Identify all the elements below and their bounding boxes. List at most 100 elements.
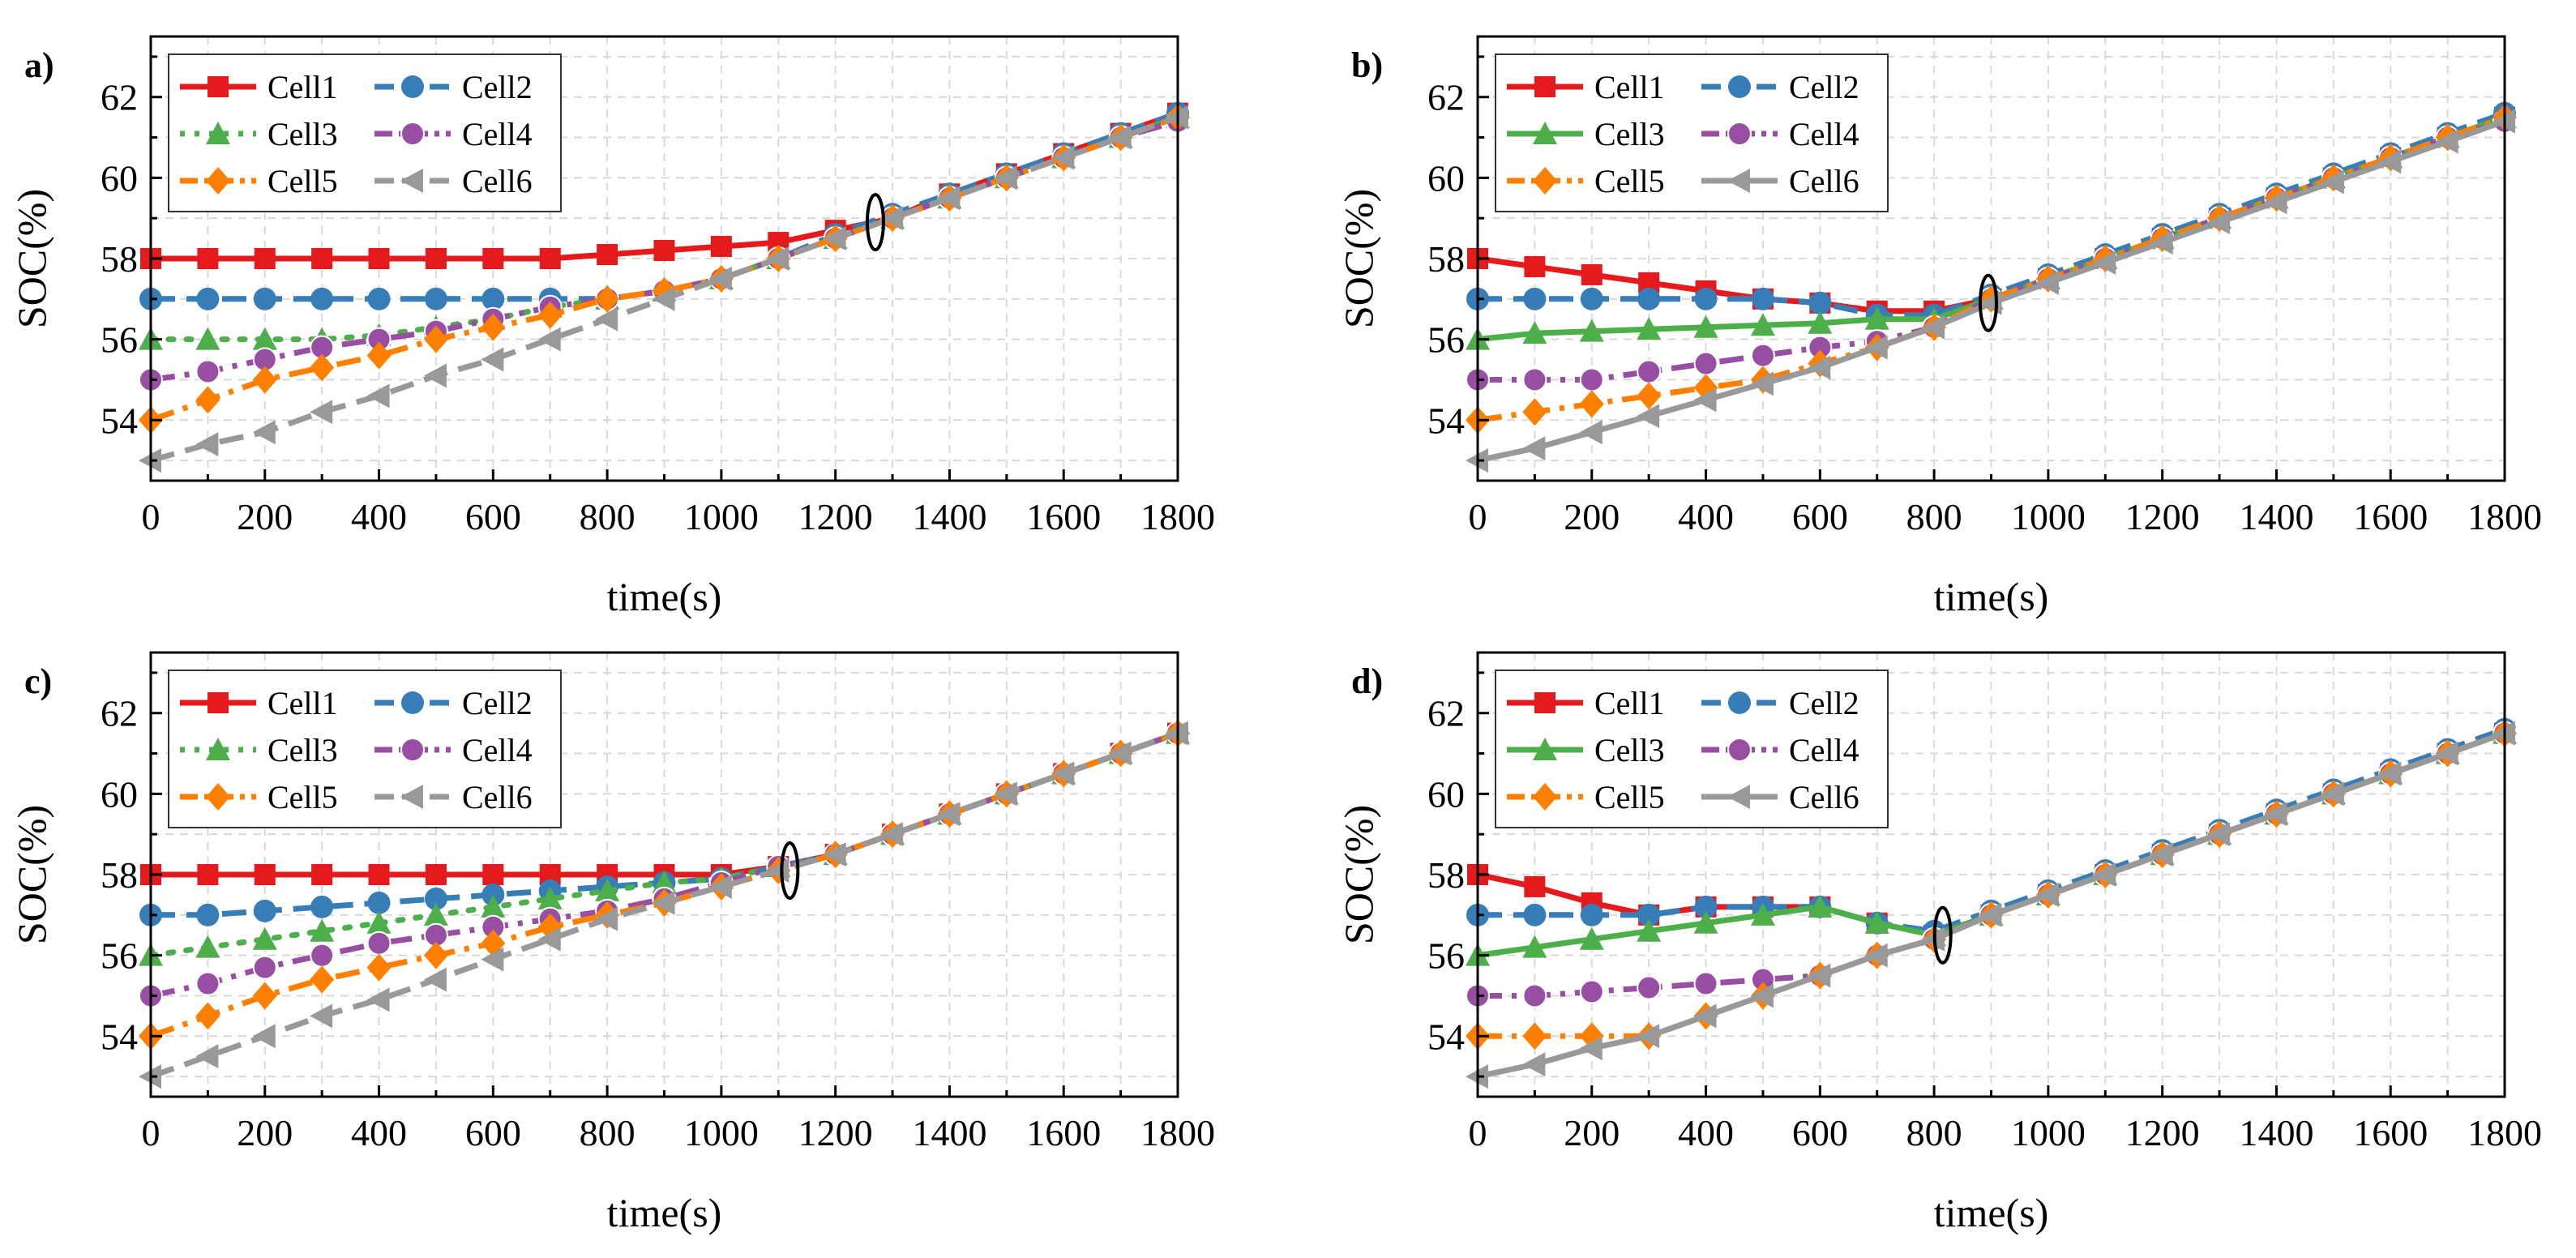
legend-marker: [401, 75, 424, 98]
data-point-cell6: [2093, 250, 2116, 275]
data-point-cell5: [195, 1002, 220, 1030]
legend-marker: [1533, 122, 1557, 144]
x-tick-label: 1800: [1140, 1112, 1215, 1153]
data-point-cell2: [1580, 903, 1603, 926]
data-point-cell2: [424, 287, 447, 310]
x-tick-label: 1000: [2011, 1112, 2086, 1153]
legend-marker: [1533, 783, 1557, 811]
legend-entry-cell1: Cell1: [1507, 685, 1665, 721]
data-point-cell6: [481, 947, 504, 972]
x-tick-label: 800: [1906, 496, 1962, 537]
data-point-cell4: [195, 971, 220, 996]
data-point-cell4: [1579, 367, 1604, 392]
y-tick-label: 60: [101, 157, 138, 199]
legend-label: Cell1: [267, 69, 338, 105]
data-point-cell6: [595, 306, 618, 332]
x-tick-label: 1800: [1140, 496, 1215, 537]
data-point-cell3: [1693, 910, 1718, 934]
legend-marker: [401, 691, 424, 714]
data-point-cell6: [366, 383, 390, 409]
data-point-cell6: [652, 890, 675, 915]
data-point-cell6: [366, 987, 390, 1012]
data-point-cell5: [366, 953, 392, 982]
y-tick-label: 58: [101, 238, 138, 280]
legend-entry-cell1: Cell1: [180, 69, 338, 105]
data-point-cell6: [2435, 129, 2458, 154]
y-tick-label: 54: [1427, 400, 1465, 441]
data-point-cell3: [652, 870, 677, 893]
data-point-cell4: [1693, 351, 1718, 376]
series-cell6: [1466, 721, 2515, 1089]
legend-entry-cell2: Cell2: [1701, 69, 1859, 105]
data-point-cell4: [252, 955, 277, 980]
data-point-cell4: [1693, 971, 1718, 996]
legend-label: Cell5: [267, 779, 338, 815]
legend-entry-cell2: Cell2: [374, 69, 533, 105]
data-point-cell4: [1637, 975, 1662, 1000]
legend-label: Cell3: [1594, 732, 1665, 768]
x-tick-label: 0: [142, 496, 160, 537]
legend-label: Cell6: [462, 779, 533, 815]
data-point-cell6: [2264, 190, 2287, 215]
data-point-cell6: [1979, 902, 2002, 927]
legend-label: Cell2: [462, 685, 533, 721]
data-point-cell3: [537, 886, 563, 909]
data-point-cell3: [1637, 317, 1662, 340]
legend-entry-cell4: Cell4: [374, 116, 533, 152]
x-tick-label: 200: [1564, 496, 1620, 537]
data-point-cell5: [1522, 1022, 1547, 1050]
legend-label: Cell6: [462, 163, 533, 199]
data-point-cell2: [1694, 287, 1718, 310]
legend-entry-cell6: Cell6: [1701, 779, 1859, 815]
x-tick-label: 600: [465, 496, 521, 537]
data-point-cell2: [1694, 895, 1718, 918]
x-tick-label: 1400: [912, 496, 986, 537]
legend-entry-cell4: Cell4: [1701, 732, 1859, 768]
data-point-cell4: [1579, 979, 1604, 1004]
data-point-cell6: [1051, 145, 1075, 170]
data-point-cell2: [1637, 903, 1661, 926]
legend-entry-cell1: Cell1: [1507, 69, 1665, 105]
y-axis-title: SOC(%): [1336, 805, 1381, 944]
data-point-cell3: [1864, 306, 1889, 330]
data-point-cell3: [1750, 313, 1775, 336]
legend-marker: [208, 76, 229, 97]
data-point-cell1: [539, 248, 561, 269]
y-tick-label: 62: [1427, 693, 1465, 734]
data-point-cell6: [1637, 404, 1660, 429]
legend-marker: [1534, 76, 1555, 97]
data-point-cell5: [252, 366, 277, 394]
data-point-cell5: [423, 325, 448, 353]
legend-entry-cell3: Cell3: [1507, 116, 1665, 152]
chart-panel-4: 0 200 400 600 800 1000 1200 1400 1600 1800 54 56 58 6…: [1336, 651, 2542, 1235]
legend-marker: [1727, 169, 1750, 193]
x-tick-label: 1600: [1026, 1112, 1101, 1153]
legend-entry-cell1: Cell1: [180, 685, 338, 721]
x-tick-label: 200: [1564, 1112, 1620, 1153]
data-point-cell1: [311, 248, 333, 269]
y-axis-title: SOC(%): [9, 805, 54, 944]
y-tick-label: 58: [1427, 238, 1465, 280]
data-point-cell6: [537, 327, 561, 352]
data-point-cell5: [1579, 390, 1604, 418]
data-point-cell6: [423, 363, 447, 388]
data-point-cell5: [310, 353, 335, 382]
data-point-cell6: [2264, 802, 2287, 827]
data-point-cell3: [1808, 894, 1833, 918]
x-tick-label: 1200: [2125, 1112, 2200, 1153]
data-point-cell1: [425, 248, 447, 269]
data-point-cell6: [2035, 270, 2059, 295]
data-point-cell6: [2207, 822, 2231, 847]
legend-marker: [1728, 691, 1751, 714]
legend-marker: [206, 167, 230, 195]
chart-panel-3: 0 200 400 600 800 1000 1200 1400 1600 1800 54 56 58 6…: [9, 651, 1215, 1235]
data-point-cell3: [423, 902, 448, 926]
data-point-cell1: [254, 864, 276, 885]
x-axis-title: time(s): [1934, 574, 2049, 619]
data-point-cell6: [2150, 842, 2173, 867]
x-tick-label: 800: [580, 496, 635, 537]
data-point-cell1: [482, 248, 504, 269]
data-point-cell6: [537, 926, 561, 952]
data-point-cell5: [481, 313, 506, 341]
